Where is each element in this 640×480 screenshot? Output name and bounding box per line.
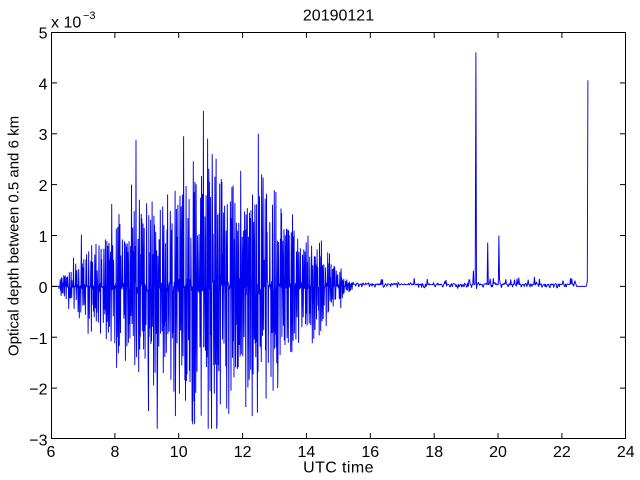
svg-text:2: 2 bbox=[39, 178, 48, 195]
svg-text:1: 1 bbox=[39, 229, 48, 246]
svg-text:−2: −2 bbox=[29, 382, 47, 399]
svg-text:20190121: 20190121 bbox=[303, 8, 374, 25]
svg-text:24: 24 bbox=[617, 444, 635, 461]
svg-text:22: 22 bbox=[553, 444, 571, 461]
svg-text:16: 16 bbox=[361, 444, 379, 461]
svg-text:−1: −1 bbox=[29, 331, 47, 348]
svg-text:14: 14 bbox=[298, 444, 316, 461]
svg-text:−3: −3 bbox=[29, 433, 47, 450]
svg-text:18: 18 bbox=[425, 444, 443, 461]
svg-text:x 10: x 10 bbox=[51, 15, 81, 32]
svg-text:10: 10 bbox=[170, 444, 188, 461]
svg-text:8: 8 bbox=[110, 444, 119, 461]
svg-text:6: 6 bbox=[47, 444, 56, 461]
svg-text:3: 3 bbox=[39, 127, 48, 144]
svg-text:20: 20 bbox=[489, 444, 507, 461]
svg-text:0: 0 bbox=[39, 280, 48, 297]
svg-text:−3: −3 bbox=[83, 10, 96, 22]
svg-text:12: 12 bbox=[234, 444, 252, 461]
svg-text:4: 4 bbox=[39, 76, 48, 93]
svg-text:UTC time: UTC time bbox=[303, 460, 374, 477]
svg-text:Optical depth between 0.5 and: Optical depth between 0.5 and 6 km bbox=[6, 116, 23, 356]
svg-text:5: 5 bbox=[39, 26, 48, 43]
